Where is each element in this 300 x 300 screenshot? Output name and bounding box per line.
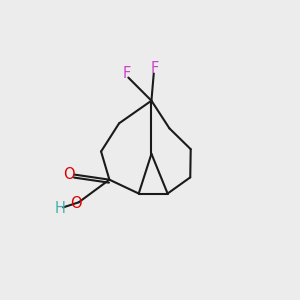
Text: F: F [123, 66, 131, 81]
Text: O: O [70, 196, 82, 211]
Text: O: O [63, 167, 75, 182]
Text: H: H [55, 201, 66, 216]
Text: F: F [150, 61, 159, 76]
